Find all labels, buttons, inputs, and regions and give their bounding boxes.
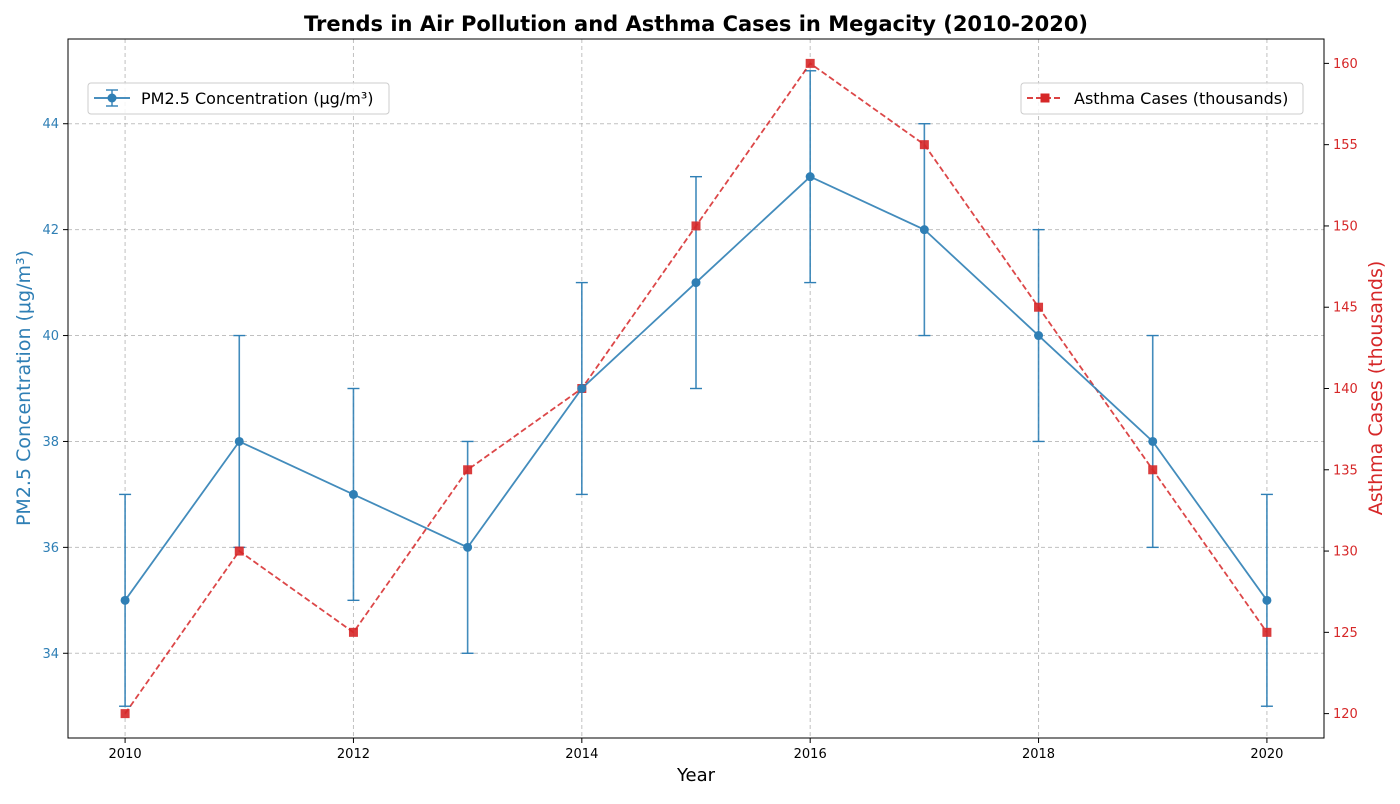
left-axis-label: PM2.5 Concentration (μg/m³) — [13, 250, 35, 526]
left-tick-label: 40 — [42, 329, 59, 344]
right-tick-label: 135 — [1333, 463, 1358, 478]
legend-pm25-box — [87, 82, 390, 115]
legend-asthma-marker — [1040, 93, 1050, 103]
pm25-point — [1034, 331, 1044, 341]
left-tick-label: 34 — [42, 647, 59, 662]
left-tick-label: 38 — [42, 435, 59, 450]
pm25-point — [120, 595, 130, 605]
pm25-point — [1262, 595, 1272, 605]
right-tick-label: 140 — [1333, 382, 1358, 397]
legend-pm25-label: PM2.5 Concentration (μg/m³) — [141, 89, 373, 108]
right-tick-label: 125 — [1333, 626, 1358, 641]
x-tick-label: 2010 — [109, 747, 142, 762]
x-tick-label: 2018 — [1022, 747, 1055, 762]
pm25-point — [577, 384, 587, 393]
x-tick-label: 2020 — [1250, 747, 1283, 762]
x-tick-label: 2016 — [794, 747, 827, 762]
asthma-point — [234, 546, 244, 556]
right-tick-label: 120 — [1333, 707, 1358, 722]
pm25-point — [234, 436, 244, 446]
legend-asthma-box — [1020, 82, 1304, 115]
left-y-axis: 34 36 38 40 42 44 — [42, 117, 68, 662]
right-y-axis: 120 125 130 135 140 145 150 155 160 — [1324, 57, 1358, 722]
legend-pm25-marker — [107, 93, 117, 103]
asthma-point — [691, 221, 701, 231]
asthma-point — [120, 709, 130, 719]
pm25-point — [348, 489, 358, 499]
legend-asthma-label: Asthma Cases (thousands) — [1074, 89, 1288, 108]
asthma-point — [919, 140, 929, 150]
legend-pm25: PM2.5 Concentration (μg/m³) — [87, 82, 390, 115]
right-tick-label: 160 — [1333, 57, 1358, 72]
asthma-point — [348, 627, 358, 637]
pm25-point — [805, 172, 815, 182]
asthma-point — [1034, 302, 1044, 312]
x-axis-label: Year — [676, 765, 716, 786]
right-tick-label: 150 — [1333, 219, 1358, 234]
pm25-point — [691, 278, 701, 288]
right-tick-label: 155 — [1333, 138, 1358, 153]
legend-asthma-swatch — [1027, 93, 1063, 103]
asthma-point — [1148, 465, 1158, 475]
legend-pm25-swatch — [94, 89, 130, 107]
x-axis: 2010 2012 2014 2016 2018 2020 — [109, 738, 1283, 762]
left-tick-label: 36 — [42, 541, 59, 556]
asthma-point — [805, 58, 815, 68]
x-tick-label: 2014 — [565, 747, 598, 762]
left-tick-label: 44 — [42, 117, 59, 132]
pm25-point — [1148, 436, 1158, 446]
pm25-series — [120, 172, 1272, 605]
right-tick-label: 130 — [1333, 545, 1358, 560]
pm25-point — [919, 225, 929, 235]
right-axis-label: Asthma Cases (thousands) — [1365, 261, 1387, 516]
legend-asthma: Asthma Cases (thousands) — [1020, 82, 1304, 115]
left-tick-label: 42 — [42, 223, 59, 238]
asthma-point — [463, 465, 473, 475]
asthma-point — [1262, 627, 1272, 637]
pm25-errorbars — [119, 70, 1273, 707]
pm25-point — [463, 542, 473, 552]
right-tick-label: 145 — [1333, 301, 1358, 316]
chart-title: Trends in Air Pollution and Asthma Cases… — [304, 12, 1088, 36]
x-tick-label: 2012 — [337, 747, 370, 762]
